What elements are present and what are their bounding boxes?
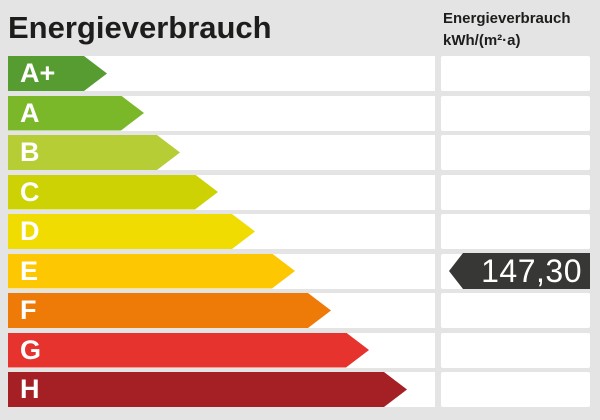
page-title: Energieverbrauch [8, 10, 272, 45]
row-track: H [8, 372, 435, 407]
rating-arrow-f: F [8, 293, 331, 328]
value-cell [441, 56, 590, 91]
row-track: B [8, 135, 435, 170]
rating-label: F [20, 295, 37, 325]
row-left-margin [0, 293, 8, 328]
rating-label: A [20, 97, 40, 128]
rating-label: B [20, 137, 40, 167]
rating-arrow-a: A [8, 96, 144, 131]
row-track: E [8, 253, 435, 289]
rating-arrow-d: D [8, 214, 255, 249]
rating-label: G [20, 334, 42, 365]
row-track: D [8, 214, 435, 249]
row-left-margin [0, 254, 8, 289]
value-cell [441, 293, 590, 328]
scale-row-c: C [0, 174, 600, 210]
rating-label: D [20, 216, 40, 246]
row-track: G [8, 332, 435, 368]
scale-row-h: H [0, 372, 600, 407]
value-cell [441, 332, 590, 368]
value-cell [441, 214, 590, 249]
scale-row-a-plus: A+ [0, 56, 600, 91]
rating-arrow-h: H [8, 372, 407, 407]
row-track: A+ [8, 56, 435, 91]
row-left-margin [0, 135, 8, 170]
row-left-margin [0, 333, 8, 368]
row-left-margin [0, 96, 8, 131]
rating-label: H [20, 374, 40, 404]
row-track: A [8, 95, 435, 131]
scale-row-g: G [0, 332, 600, 368]
rating-arrow-e: E [8, 254, 295, 289]
unit-column-title: Energieverbrauch [443, 10, 571, 27]
rating-arrow-b: B [8, 135, 180, 170]
value-cell [441, 95, 590, 131]
rating-arrow-a-plus: A+ [8, 56, 107, 91]
rating-arrow-c: C [8, 175, 218, 210]
unit-column-header: Energieverbrauch kWh/(m²·a) [443, 8, 595, 52]
value-badge: 147,30 [449, 253, 590, 289]
value-cell [441, 174, 590, 210]
scale-row-b: B [0, 135, 600, 170]
row-left-margin [0, 372, 8, 407]
row-left-margin [0, 214, 8, 249]
row-left-margin [0, 56, 8, 91]
unit-column-subtitle: kWh/(m²·a) [443, 32, 521, 49]
energy-scale: A+ A B [0, 56, 600, 407]
scale-row-f: F [0, 293, 600, 328]
value-cell: 147,30 [441, 253, 590, 289]
value-cell [441, 372, 590, 407]
row-left-margin [0, 175, 8, 210]
rating-label: E [20, 255, 39, 286]
rating-label: A+ [20, 58, 56, 88]
rating-label: C [20, 176, 40, 207]
scale-row-e: E 147,30 [0, 253, 600, 289]
row-track: F [8, 293, 435, 328]
row-track: C [8, 174, 435, 210]
scale-row-d: D [0, 214, 600, 249]
scale-row-a: A [0, 95, 600, 131]
rating-arrow-g: G [8, 333, 369, 368]
value-cell [441, 135, 590, 170]
